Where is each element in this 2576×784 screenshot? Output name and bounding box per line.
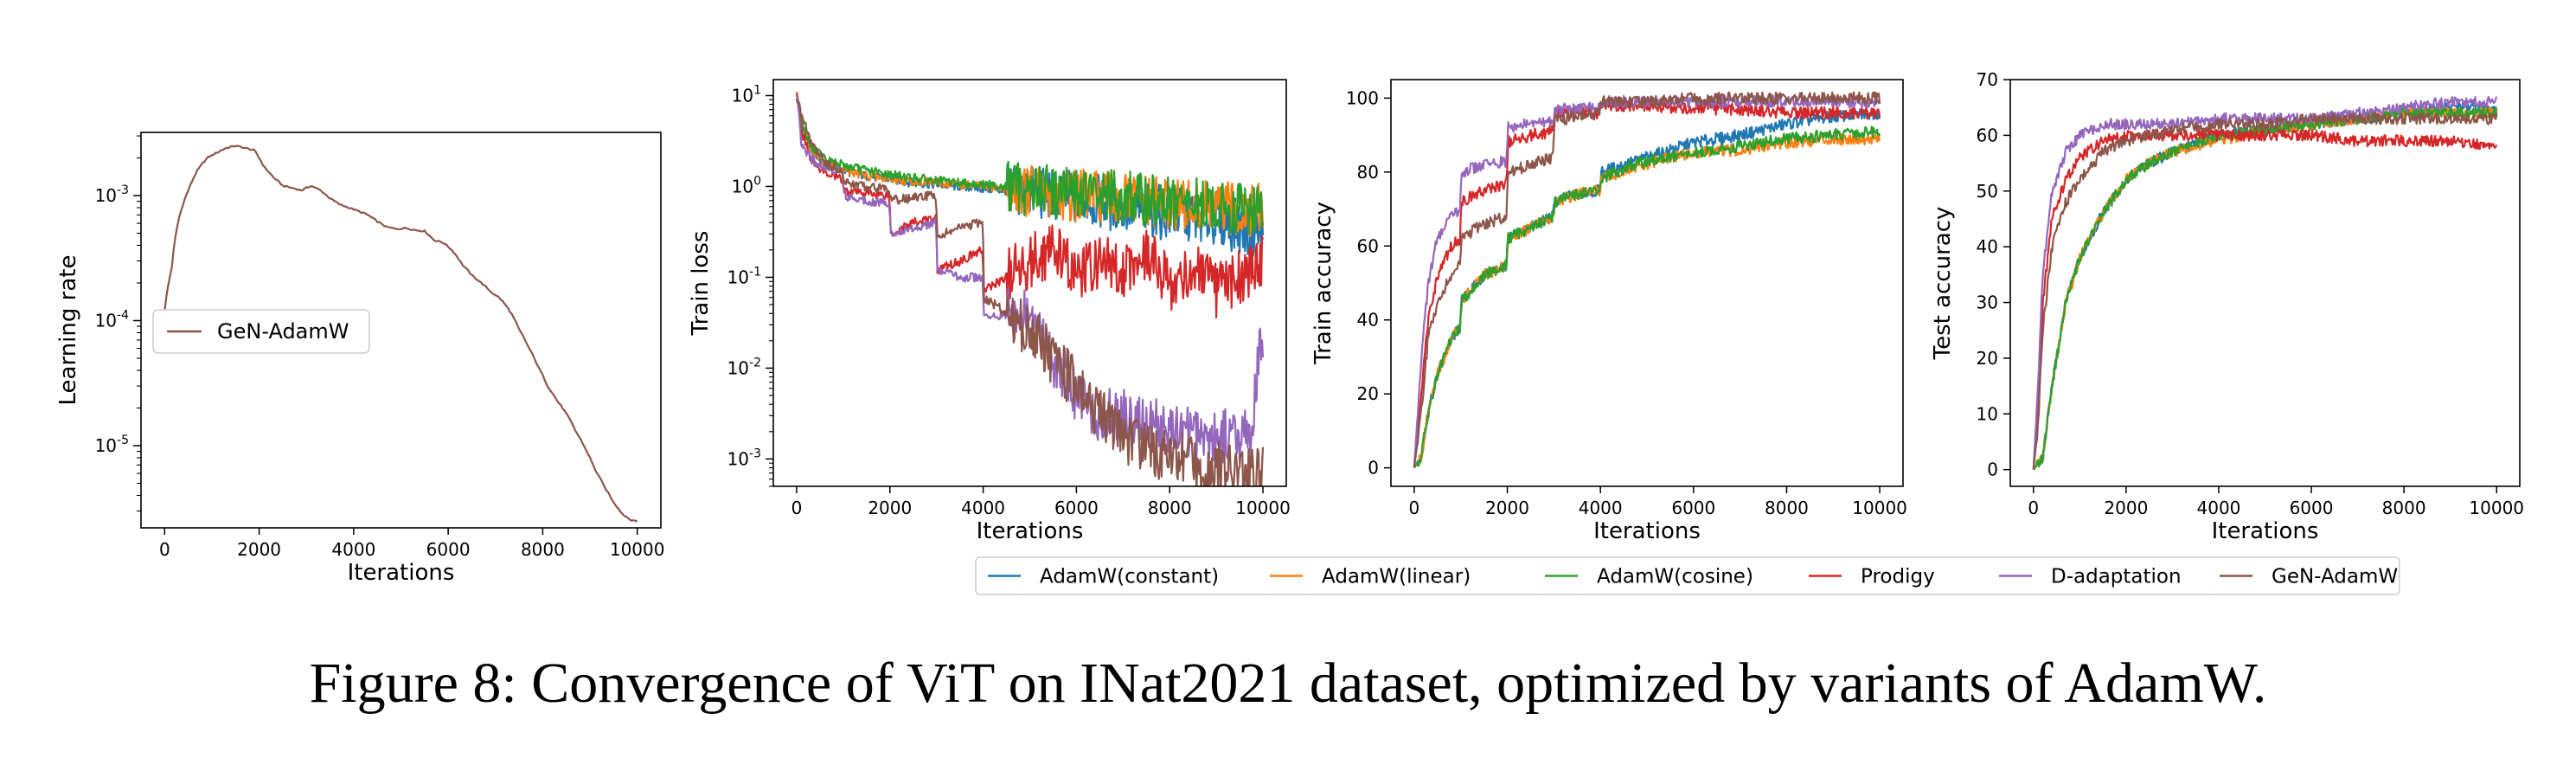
y-tick-label: 10-5 <box>95 434 129 456</box>
series-line-prodigy <box>795 92 1265 318</box>
y-tick-label: 60 <box>1977 125 1998 145</box>
legend-label-prodigy: Prodigy <box>1861 566 1935 588</box>
y-axis-label: Train accuracy <box>1310 202 1336 365</box>
legend-label-gen-adamw: GeN-AdamW <box>2272 566 2398 588</box>
x-tick-label: 8000 <box>521 539 565 560</box>
series-line-adamw-linear <box>1413 132 1881 469</box>
plot-area <box>2032 95 2498 471</box>
legend-label-adamw-linear: AdamW(linear) <box>1322 566 1471 588</box>
x-tick-label: 6000 <box>1671 498 1715 518</box>
x-tick-label: 2000 <box>237 539 281 560</box>
x-tick-label: 2000 <box>868 498 912 518</box>
y-tick-label: 0 <box>1368 458 1379 479</box>
train-accuracy-panel: 0 2000 4000 6000 8000 10000 Iterations Train ac… <box>1310 79 1907 544</box>
panel-legend: GeN-AdamW <box>152 309 370 354</box>
x-tick-label: 4000 <box>1579 498 1623 518</box>
plot-frame <box>140 132 662 529</box>
plot-area <box>795 92 1265 486</box>
series-line-adamw-linear <box>796 95 1265 238</box>
plot-frame <box>1390 79 1904 487</box>
series-line-d-adaptation <box>795 95 1265 465</box>
x-tick-label: 0 <box>159 539 170 560</box>
series-line-gen-adamw <box>795 98 1265 486</box>
series-line-adamw-cosine <box>1413 125 1881 469</box>
y-tick-label: 20 <box>1357 383 1379 404</box>
legend-label-adamw-constant: AdamW(constant) <box>1040 566 1219 588</box>
x-tick-label: 10000 <box>1852 498 1907 518</box>
figure-caption: Figure 8: Convergence of ViT on INat2021… <box>309 652 2267 715</box>
y-tick-label: 50 <box>1977 181 1998 202</box>
series-line-gen-adamw <box>163 145 638 523</box>
x-axis-label: Iterations <box>348 560 455 586</box>
legend-label-gen-adamw: GeN-AdamW <box>217 319 349 344</box>
y-tick-label: 100 <box>1346 87 1379 108</box>
y-tick-label: 10-1 <box>727 265 761 287</box>
y-tick-label: 10-2 <box>727 356 761 378</box>
x-tick-label: 6000 <box>2290 498 2334 518</box>
x-tick-label: 8000 <box>1765 498 1809 518</box>
y-tick-label: 101 <box>732 83 761 106</box>
x-tick-label: 0 <box>2028 498 2039 518</box>
x-tick-label: 4000 <box>2197 498 2241 518</box>
series-line-gen-adamw <box>1413 91 1881 468</box>
y-tick-label: 10-4 <box>95 308 130 331</box>
plot-frame <box>2009 79 2521 487</box>
x-tick-label: 6000 <box>426 539 471 560</box>
shared-legend-frame <box>975 556 2400 595</box>
series-line-prodigy <box>1413 99 1881 468</box>
x-axis-label: Iterations <box>1593 518 1701 544</box>
series-line-prodigy <box>2032 128 2498 470</box>
x-tick-label: 2000 <box>1485 498 1529 518</box>
x-tick-label: 8000 <box>2382 498 2426 518</box>
series-line-adamw-linear <box>2032 106 2498 471</box>
x-tick-label: 4000 <box>961 498 1005 518</box>
plot-area <box>1413 91 1881 469</box>
y-tick-label: 10-3 <box>95 183 129 206</box>
x-tick-label: 10000 <box>2469 498 2524 518</box>
x-axis-label: Iterations <box>2212 518 2319 544</box>
test-accuracy-panel: 0 2000 4000 6000 8000 10000 Iterations Test acc… <box>1930 69 2524 544</box>
plot-frame <box>772 79 1287 487</box>
learning-rate-panel: 0 2000 4000 6000 8000 10000 Iterations Learning… <box>55 132 664 586</box>
series-line-adamw-cosine <box>795 99 1265 235</box>
legend-label-d-adaptation: D-adaptation <box>2051 566 2182 588</box>
x-tick-label: 6000 <box>1054 498 1099 518</box>
series-line-adamw-constant <box>2032 101 2498 471</box>
y-tick-label: 30 <box>1977 292 1998 313</box>
y-tick-label: 60 <box>1357 235 1379 256</box>
y-tick-label: 0 <box>1987 459 1998 480</box>
y-tick-label: 100 <box>732 174 761 196</box>
y-tick-label: 20 <box>1977 348 1998 369</box>
x-axis-label: Iterations <box>977 518 1084 544</box>
y-tick-label: 40 <box>1357 310 1379 331</box>
series-line-gen-adamw <box>2032 112 2498 470</box>
y-tick-label: 10 <box>1977 403 1998 424</box>
train-loss-panel: 0 2000 4000 6000 8000 10000 Iterations Train lo… <box>688 79 1291 544</box>
shared-legend: AdamW(constant) AdamW(linear) AdamW(cosine… <box>975 556 2400 595</box>
x-tick-label: 2000 <box>2104 498 2148 518</box>
y-axis-label: Test accuracy <box>1930 207 1956 361</box>
x-tick-label: 4000 <box>331 539 375 560</box>
x-tick-label: 8000 <box>1148 498 1192 518</box>
plot-area <box>163 145 638 523</box>
series-line-d-adaptation <box>2032 95 2498 470</box>
x-tick-label: 10000 <box>610 539 665 560</box>
y-tick-label: 40 <box>1977 236 1998 257</box>
legend-label-adamw-cosine: AdamW(cosine) <box>1597 566 1753 588</box>
y-axis-label: Train loss <box>688 231 714 337</box>
x-tick-label: 0 <box>1409 498 1420 518</box>
y-axis-label: Learning rate <box>55 255 81 406</box>
panel-legend-frame <box>152 309 370 354</box>
x-tick-label: 0 <box>791 498 803 518</box>
y-tick-label: 70 <box>1977 69 1998 90</box>
series-line-adamw-cosine <box>2032 106 2498 471</box>
y-tick-label: 10-3 <box>727 447 761 469</box>
x-tick-label: 10000 <box>1235 498 1291 518</box>
y-tick-label: 80 <box>1357 162 1379 183</box>
